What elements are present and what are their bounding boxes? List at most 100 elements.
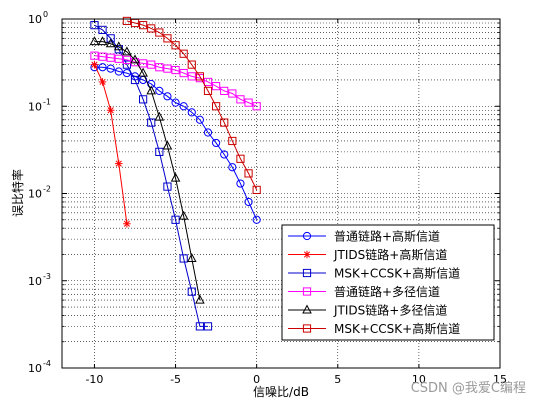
data-point xyxy=(179,49,188,58)
legend-marker xyxy=(302,304,312,314)
data-point xyxy=(195,322,204,331)
x-axis-label: 信噪比/dB xyxy=(253,385,309,399)
data-point xyxy=(252,102,261,111)
watermark: CSDN @我爱C编程 xyxy=(411,381,526,396)
data-point xyxy=(203,322,213,331)
y-tick-base: 10 xyxy=(28,275,42,288)
legend: 普通链路+高斯信道 JTIDS链路+高斯信道 MSK+CCSK+高斯信道普通链路+多… xyxy=(281,224,495,341)
data-point xyxy=(179,68,188,78)
series-line xyxy=(94,66,258,220)
data-point xyxy=(155,63,164,72)
y-tick-base: 10 xyxy=(28,13,42,26)
data-point xyxy=(122,60,131,69)
y-tick-exponent: -2 xyxy=(43,185,51,194)
data-point xyxy=(179,102,188,111)
data-point xyxy=(147,118,156,127)
y-tick-label: 10-2 xyxy=(28,185,51,201)
legend-label: 普通链路+高斯信道 xyxy=(334,229,440,244)
data-point xyxy=(244,169,253,178)
series-3 xyxy=(90,21,213,331)
legend-label: JTIDS链路+高斯信道 xyxy=(333,247,447,262)
data-point xyxy=(220,86,229,95)
series-4 xyxy=(90,51,261,111)
legend-entry: 普通链路+高斯信道 xyxy=(288,229,440,244)
legend-entry: JTIDS链路+多径信道 xyxy=(288,303,447,318)
series-2 xyxy=(90,60,131,228)
x-tick-labels: -10 -5 0 5 10 15 xyxy=(85,373,507,386)
x-tick-label: -5 xyxy=(170,373,181,386)
axis-ticks xyxy=(62,18,501,369)
data-point xyxy=(146,85,157,95)
data-point xyxy=(122,68,131,78)
data-point xyxy=(113,41,124,51)
legend-entry: 普通链路+多径信道 xyxy=(288,284,440,299)
series-line xyxy=(94,55,257,107)
series-5 xyxy=(89,36,205,304)
series-1 xyxy=(90,63,261,224)
data-point xyxy=(163,182,172,191)
data-point xyxy=(171,98,180,107)
data-point xyxy=(114,67,123,76)
data-point xyxy=(114,159,123,168)
data-point xyxy=(236,95,245,104)
data-point xyxy=(170,172,181,182)
data-point xyxy=(163,64,172,73)
data-point xyxy=(130,75,140,85)
data-point xyxy=(178,210,189,220)
data-point xyxy=(187,287,196,296)
data-point xyxy=(98,78,107,86)
data-point xyxy=(163,92,172,101)
data-point xyxy=(186,253,197,262)
data-point xyxy=(162,140,173,150)
data-point xyxy=(212,82,221,91)
y-tick-exponent: -3 xyxy=(43,272,51,281)
data-point xyxy=(203,128,213,137)
data-point xyxy=(203,77,213,87)
x-tick-label: 10 xyxy=(412,373,426,386)
y-tick-base: 10 xyxy=(28,100,42,113)
data-point xyxy=(220,118,229,127)
data-point xyxy=(122,46,132,56)
legend-label: MSK+CCSK+高斯信道 xyxy=(334,266,460,281)
data-point xyxy=(123,219,131,228)
data-point xyxy=(195,115,204,124)
data-point xyxy=(220,150,229,159)
data-point xyxy=(147,60,156,69)
data-point xyxy=(171,215,180,224)
data-point xyxy=(195,72,204,81)
y-tick-label: 10-1 xyxy=(28,97,51,113)
y-tick-exponent: -1 xyxy=(43,97,51,106)
data-point xyxy=(106,34,115,43)
y-tick-label: 10-3 xyxy=(28,272,51,288)
data-point xyxy=(236,179,245,188)
series-line xyxy=(126,20,258,191)
y-tick-base: 10 xyxy=(28,188,42,201)
legend-entry: MSK+CCSK+高斯信道 xyxy=(288,266,460,281)
series-6 xyxy=(122,16,261,194)
data-point xyxy=(105,38,116,48)
data-point xyxy=(154,111,165,121)
data-point xyxy=(114,54,123,63)
data-point xyxy=(228,89,237,98)
data-point xyxy=(155,147,164,156)
data-point xyxy=(122,16,131,26)
data-point xyxy=(212,102,221,111)
x-tick-label: -10 xyxy=(85,373,103,386)
data-point xyxy=(187,60,196,69)
legend-marker xyxy=(302,231,312,241)
data-point xyxy=(147,24,156,33)
data-point xyxy=(106,106,115,115)
data-point xyxy=(90,60,99,69)
data-point xyxy=(98,63,107,72)
data-point xyxy=(244,197,253,207)
data-point xyxy=(187,72,196,81)
x-tick-label: 5 xyxy=(334,373,341,386)
data-point xyxy=(228,136,237,146)
x-tick-label: 0 xyxy=(253,373,260,386)
data-point xyxy=(106,64,115,73)
legend-marker xyxy=(302,324,312,333)
data-point xyxy=(203,86,213,95)
data-point xyxy=(244,98,253,107)
